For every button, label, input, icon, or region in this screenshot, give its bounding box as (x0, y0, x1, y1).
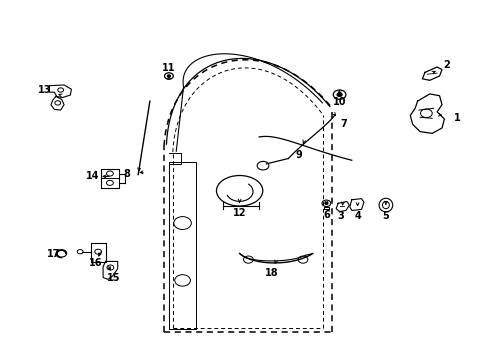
Text: 7: 7 (340, 120, 346, 129)
Circle shape (325, 202, 327, 204)
Text: 10: 10 (332, 97, 346, 107)
Text: 3: 3 (337, 211, 344, 221)
Text: 18: 18 (264, 268, 278, 278)
Text: 11: 11 (162, 63, 175, 73)
Text: 8: 8 (123, 168, 130, 179)
Text: 9: 9 (295, 150, 302, 160)
Text: 16: 16 (89, 258, 102, 268)
Text: 6: 6 (323, 210, 329, 220)
Text: 1: 1 (453, 113, 460, 123)
Text: 4: 4 (353, 211, 360, 221)
Text: 14: 14 (85, 171, 99, 181)
Text: 15: 15 (107, 273, 121, 283)
Text: 12: 12 (232, 208, 246, 218)
Text: 13: 13 (38, 85, 51, 95)
Text: 2: 2 (443, 60, 449, 70)
Circle shape (167, 75, 170, 77)
Text: 17: 17 (46, 248, 60, 258)
Text: 5: 5 (382, 211, 388, 221)
Circle shape (336, 93, 341, 96)
